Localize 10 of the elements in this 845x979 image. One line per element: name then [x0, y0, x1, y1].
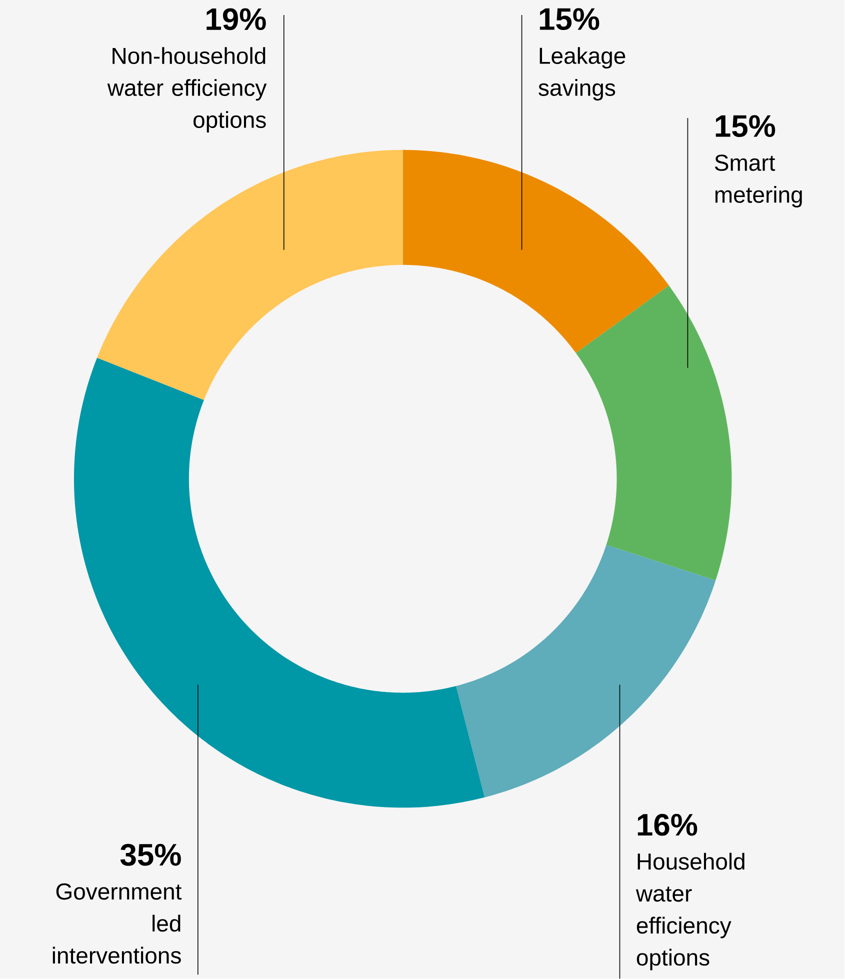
data-label: 35% [120, 844, 182, 866]
data-label: 16% [638, 814, 698, 836]
slice-label: Household water efficiency options [636, 852, 745, 970]
data-label: 15% [540, 8, 600, 30]
slice-label: Leakage savings [538, 47, 626, 100]
slice-label: Government led interventions [53, 883, 182, 964]
slice-label: Non-household water efficiency options [108, 47, 267, 133]
data-label: 19% [206, 8, 266, 30]
slice-label: Smart metering [715, 154, 802, 208]
data-label: 15% [716, 115, 776, 138]
